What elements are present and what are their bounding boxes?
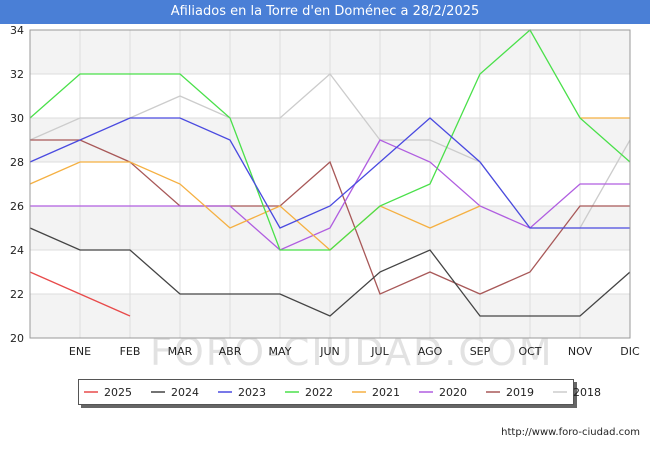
plot-frame [29,29,631,339]
source-url[interactable]: http://www.foro-ciudad.com [501,427,640,438]
chart-title: Afiliados en la Torre d'en Doménec a 28/… [0,0,650,24]
y-tick-label: 28 [10,156,24,169]
y-tick-label: 30 [10,112,24,125]
x-tick-label: MAR [168,345,193,358]
x-tick-label: ENE [69,345,91,358]
y-tick-label: 24 [10,244,24,257]
x-tick-label: AGO [418,345,443,358]
x-tick-label: ABR [219,345,242,358]
x-tick-label: NOV [568,345,593,358]
series-line-2023 [29,117,630,229]
series-line-2025 [29,271,131,317]
y-tick-label: 20 [10,332,24,345]
x-tick-label: OCT [518,345,541,358]
legend [78,379,574,405]
y-tick-label: 26 [10,200,24,213]
x-tick-label: FEB [120,345,141,358]
series-line-2021 [29,161,481,251]
y-tick-label: 32 [10,68,24,81]
series-line-2024 [29,227,631,317]
x-tick-label: SEP [470,345,491,358]
x-tick-label: JUL [370,345,389,358]
x-tick-label: JUN [319,345,340,358]
x-tick-label: DIC [620,345,640,358]
x-tick-label: MAY [269,345,292,358]
y-tick-label: 34 [10,24,24,37]
y-tick-label: 22 [10,288,24,301]
